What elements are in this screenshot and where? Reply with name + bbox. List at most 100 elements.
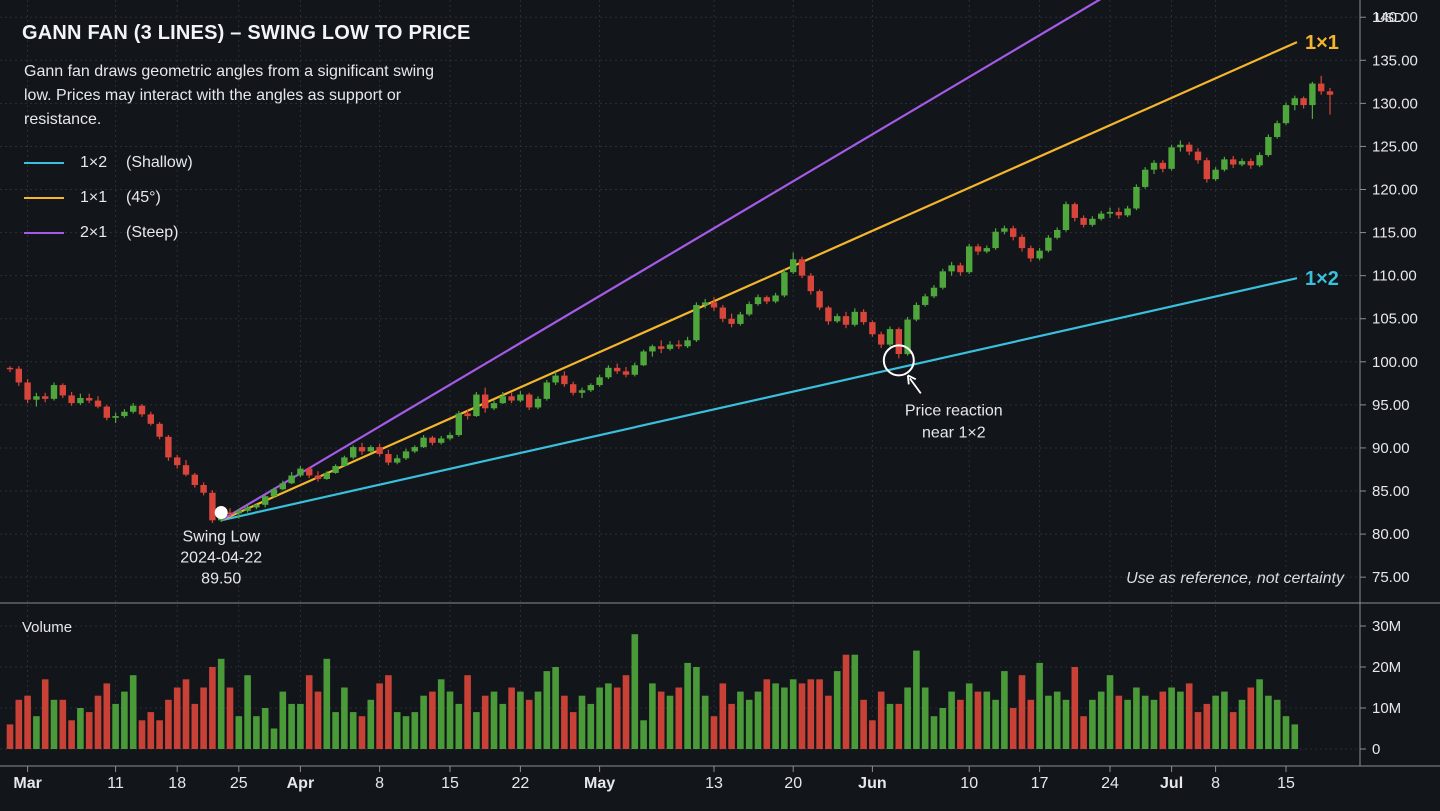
volume-bar [85, 712, 93, 749]
volume-tick-label: 10M [1372, 700, 1401, 717]
legend-item-steep: 2×1 (Steep) [24, 215, 193, 250]
volume-bar [745, 699, 753, 749]
candle-body [1282, 105, 1290, 124]
volume-bar [992, 699, 999, 749]
candle-body [1186, 144, 1193, 152]
candle-body [860, 311, 867, 323]
volume-bar [349, 712, 357, 749]
legend-label: (Steep) [126, 223, 179, 241]
candle-body [200, 484, 207, 493]
volume-bar [613, 687, 621, 749]
candle-body [367, 447, 374, 452]
volume-bar [728, 703, 735, 749]
price-tick-label: 100.00 [1372, 354, 1418, 371]
volume-bar [930, 716, 938, 749]
time-tick-label: 20 [784, 775, 802, 792]
candle-body [543, 382, 550, 399]
legend-item-45: 1×1 (45°) [24, 180, 193, 215]
volume-bar [508, 687, 515, 749]
candle-body [1010, 228, 1017, 237]
price-tick-label: 75.00 [1372, 569, 1410, 586]
volume-bar [1168, 687, 1175, 749]
volume-bar [921, 687, 929, 749]
volume-bar [701, 695, 709, 749]
volume-bar [200, 687, 207, 749]
volume-bar [1124, 699, 1131, 749]
candle-body [614, 367, 621, 372]
candle-body [358, 447, 366, 452]
candle-body [24, 382, 31, 400]
candle-body [658, 346, 665, 349]
candle-body [1300, 98, 1307, 106]
candle-body [6, 367, 14, 370]
volume-bar [1291, 724, 1299, 749]
volume-bar [719, 683, 727, 749]
candle-body [350, 447, 357, 458]
legend-label: (Shallow) [126, 153, 193, 171]
volume-bar [869, 720, 876, 749]
volume-bar [33, 716, 40, 749]
volume-bar [1097, 691, 1105, 749]
volume-bar [15, 699, 23, 749]
volume-bar [323, 658, 331, 749]
volume-title: Volume [22, 619, 73, 636]
volume-bar [1115, 695, 1123, 749]
volume-bar [754, 691, 762, 749]
volume-bar [499, 703, 507, 749]
volume-bar [1229, 712, 1237, 749]
volume-bar [332, 712, 339, 749]
candle-body [596, 377, 603, 386]
volume-bar [314, 691, 322, 749]
volume-bar [772, 683, 779, 749]
price-tick-label: 90.00 [1372, 440, 1410, 457]
time-tick-label: 13 [705, 775, 723, 792]
candle-body [332, 466, 339, 473]
volume-bar [807, 679, 815, 749]
time-tick-label: Mar [13, 775, 41, 792]
volume-bar [464, 675, 471, 749]
candle-body [1098, 213, 1105, 219]
candle-body [772, 295, 779, 302]
volume-bar [693, 667, 700, 749]
candle-body [666, 344, 674, 349]
volume-bar [235, 716, 243, 749]
candle-body [508, 396, 515, 401]
candle-body [710, 302, 718, 308]
volume-bar [165, 699, 172, 749]
volume-bar [446, 691, 454, 749]
candle-body [112, 416, 119, 418]
reaction-arrow-shaft [909, 377, 922, 394]
volume-bar [305, 675, 313, 749]
candle-body [1212, 169, 1219, 180]
volume-bar [50, 699, 58, 749]
volume-bar [6, 724, 14, 749]
volume-bar [1159, 691, 1167, 749]
volume-bar [68, 720, 75, 749]
volume-bar [640, 720, 647, 749]
candle-body [578, 390, 586, 393]
volume-bar [684, 662, 691, 749]
candle-body [552, 375, 559, 383]
candle-body [816, 291, 823, 308]
candle-body [719, 307, 726, 319]
candle-body [77, 397, 84, 404]
candle-body [807, 275, 814, 292]
candle-body [1177, 144, 1184, 148]
candle-body [798, 259, 806, 276]
candle-body [1080, 217, 1087, 225]
candle-body [1274, 123, 1281, 137]
candle-body [385, 453, 392, 463]
price-tick-label: 110.00 [1372, 268, 1417, 285]
candle-body [754, 297, 762, 305]
candle-body [42, 396, 49, 399]
volume-bar [1150, 699, 1158, 749]
volume-bar [596, 687, 603, 749]
price-tick-label: 95.00 [1372, 397, 1410, 414]
volume-bar [59, 699, 67, 749]
reaction-arrow-head [906, 374, 917, 385]
volume-bar [217, 658, 225, 749]
volume-bar [675, 687, 683, 749]
candle-body [86, 397, 93, 401]
candle-body [1291, 98, 1298, 106]
